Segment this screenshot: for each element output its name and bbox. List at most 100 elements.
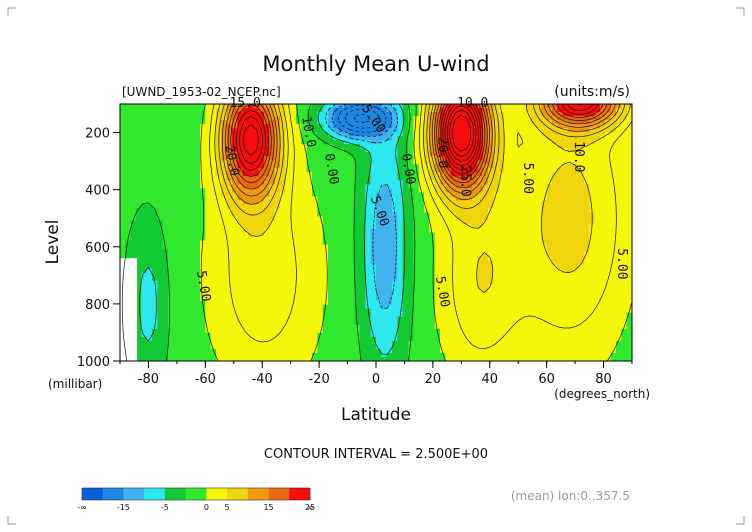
field-cell [248,160,254,165]
field-cell [296,296,302,302]
field-cell [365,172,372,177]
field-cell [525,196,532,201]
field-cell [141,108,148,113]
field-cell [466,288,473,294]
field-cell [162,284,169,290]
field-cell [573,272,580,278]
field-cell [248,208,254,214]
field-cell [168,252,174,258]
field-cell [429,304,436,310]
field-cell [312,200,318,205]
field-cell [392,184,398,189]
field-cell [397,272,404,278]
field-cell [445,256,452,262]
field-cell [493,188,500,193]
field-cell [189,212,196,218]
field-cell [264,256,270,262]
field-cell [402,188,409,193]
field-cell [376,176,382,181]
field-cell [184,188,190,193]
field-cell [312,240,318,246]
field-cell [173,232,180,238]
field-cell [157,292,164,298]
field-cell [162,228,169,234]
field-cell [264,168,270,173]
field-cell [589,252,596,258]
field-cell [312,256,318,262]
field-cell [408,296,414,302]
field-cell [573,280,580,286]
field-cell [413,224,420,230]
field-cell [397,308,404,314]
field-cell [317,204,324,210]
field-cell [312,236,318,242]
field-cell [274,156,281,161]
field-cell [616,248,622,254]
field-cell [504,212,510,218]
field-cell [285,132,292,137]
field-cell [562,196,569,201]
field-cell [328,224,334,230]
field-cell [248,204,254,210]
field-cell [552,108,558,113]
field-cell [584,232,590,238]
field-cell [562,192,569,197]
field-cell [141,292,148,298]
field-cell [584,308,590,314]
field-cell [594,188,601,193]
field-cell [338,172,345,177]
field-cell [418,232,425,238]
field-cell [274,160,281,165]
field-cell [562,272,569,278]
field-cell [216,196,222,201]
field-cell [594,192,601,197]
field-cell [141,228,148,234]
field-cell [344,176,350,181]
field-cell [557,136,564,141]
field-cell [344,108,350,113]
field-cell [269,148,276,153]
field-cell [504,288,510,294]
field-cell [562,220,569,226]
field-cell [338,276,345,282]
field-cell [280,236,286,242]
field-cell [578,248,585,254]
field-cell [312,308,318,314]
field-cell [440,244,446,250]
field-cell [354,120,361,125]
field-cell [450,160,457,165]
field-cell [498,220,505,226]
field-cell [264,244,270,250]
field-cell [285,280,292,286]
field-cell [194,180,201,185]
field-cell [578,164,585,169]
field-cell [354,160,361,165]
field-cell [296,216,302,222]
field-cell [514,264,521,270]
field-cell [482,236,489,242]
field-cell [226,128,233,133]
field-cell [184,200,190,205]
field-cell [616,260,622,266]
field-cell [386,216,393,222]
field-cell [237,184,244,189]
field-cell [269,264,276,270]
field-cell [189,196,196,201]
field-cell [152,240,158,246]
field-cell [301,152,308,157]
field-cell [397,232,404,238]
field-cell [392,268,398,274]
field-cell [296,208,302,214]
field-cell [621,256,628,262]
field-cell [152,104,158,109]
field-cell [466,240,473,246]
field-cell [253,288,260,294]
field-cell [477,280,484,286]
field-cell [381,288,388,294]
field-cell [322,136,329,141]
field-cell [392,276,398,282]
field-cell [333,304,340,310]
field-cell [237,168,244,173]
field-cell [184,244,190,250]
field-cell [168,192,174,197]
